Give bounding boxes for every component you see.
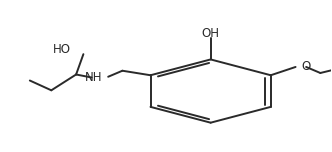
Text: HO: HO: [53, 43, 71, 56]
Text: NH: NH: [85, 71, 103, 84]
Text: OH: OH: [202, 27, 220, 40]
Text: O: O: [301, 60, 311, 73]
